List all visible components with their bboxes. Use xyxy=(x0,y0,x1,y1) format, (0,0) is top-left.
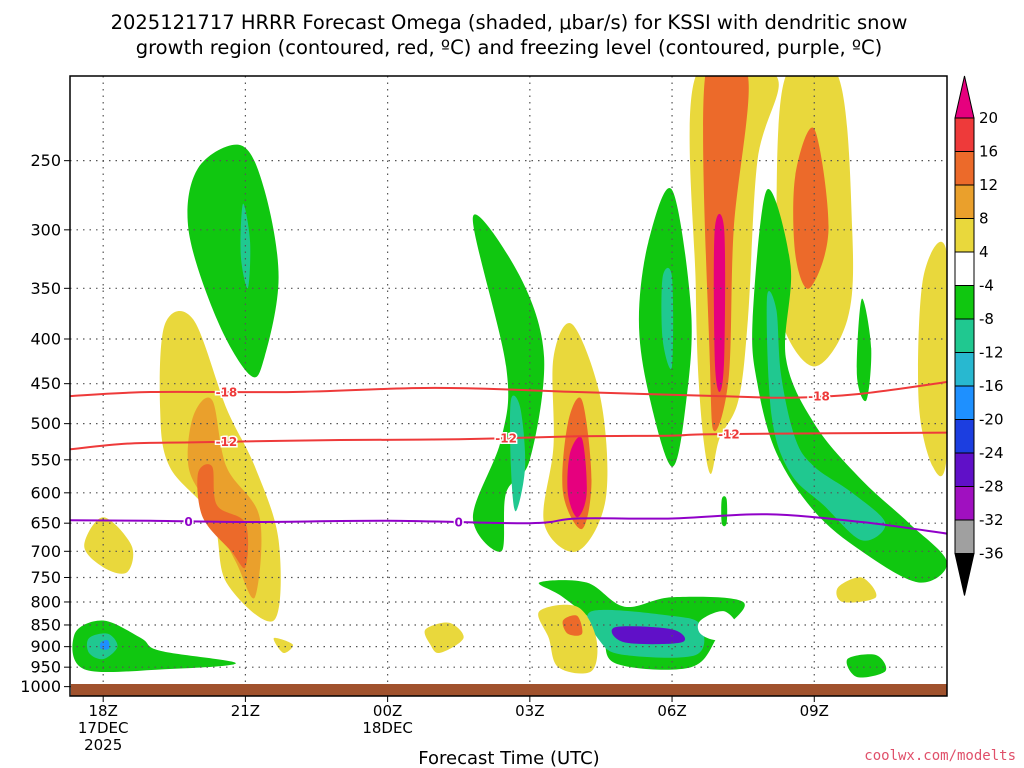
colorbar-label--8: -8 xyxy=(979,310,994,328)
omega-region-blue-low-18z xyxy=(99,639,110,650)
colorbar-segment-4 xyxy=(954,218,975,253)
omega-region-green-03z xyxy=(472,214,545,552)
colorbar-label--20: -20 xyxy=(979,411,1004,429)
colorbar-segment-5 xyxy=(954,251,975,286)
colorbar-segment-10 xyxy=(954,419,975,454)
source-credit[interactable]: coolwx.com/modelts xyxy=(864,748,1016,764)
isotherm-label--18-0: -18 xyxy=(216,386,238,400)
omega-region-yellow-01z-low xyxy=(424,622,464,654)
colorbar-label-8: 8 xyxy=(979,210,989,228)
x-axis-label: Forecast Time (UTC) xyxy=(418,748,599,768)
ground-surface-bar xyxy=(71,684,947,696)
omega-region-green-low-18z xyxy=(72,620,236,673)
colorbar-label--16: -16 xyxy=(979,377,1004,395)
x-tick-label-06Z: 06Z xyxy=(657,702,686,720)
y-tick-label-850: 850 xyxy=(30,615,61,634)
isotherm-label--12-2: -12 xyxy=(718,428,740,442)
omega-region-yellow-18z xyxy=(84,517,134,574)
colorbar-label--4: -4 xyxy=(979,277,994,295)
omega-region-yellow-10z-low xyxy=(836,577,877,603)
colorbar-top-arrow xyxy=(954,75,975,119)
y-tick-label-800: 800 xyxy=(30,592,61,611)
omega-region-green-07z-small xyxy=(721,496,728,527)
y-tick-label-1000: 1000 xyxy=(20,677,61,696)
x-tick-label-18DEC: 18DEC xyxy=(362,719,413,737)
isotherm-label-0-1: 0 xyxy=(455,516,463,530)
x-tick-label-03Z: 03Z xyxy=(515,702,544,720)
omega-region-green-upper-21z xyxy=(187,144,279,378)
omega-region-magenta-07z xyxy=(713,213,726,392)
colorbar-segment-8 xyxy=(954,352,975,387)
y-tick-label-450: 450 xyxy=(30,374,61,393)
omega-region-teal-08z xyxy=(766,290,886,541)
colorbar-label-16: 16 xyxy=(979,143,998,161)
colorbar-label-4: 4 xyxy=(979,243,989,261)
omega-region-teal-03z xyxy=(509,395,526,512)
isotherm-label--18-1: -18 xyxy=(808,390,830,404)
colorbar-label-12: 12 xyxy=(979,176,998,194)
y-tick-label-950: 950 xyxy=(30,658,61,677)
omega-region-green-10z xyxy=(856,298,872,402)
colorbar-label--24: -24 xyxy=(979,444,1004,462)
isotherm-label--12-0: -12 xyxy=(216,435,238,449)
x-tick-label-2025: 2025 xyxy=(84,736,122,754)
colorbar-segment-2 xyxy=(954,151,975,186)
omega-region-yellow-04z-low xyxy=(538,604,598,674)
omega-region-orange-04z-low xyxy=(562,615,583,636)
colorbar-label-20: 20 xyxy=(979,109,998,127)
omega-region-orange-20z xyxy=(197,464,249,569)
isotherm-label-0-0: 0 xyxy=(184,515,192,529)
isotherm-line--18 xyxy=(70,381,947,399)
omega-region-teal-05z xyxy=(661,267,674,369)
colorbar-label--28: -28 xyxy=(979,478,1004,496)
y-tick-label-300: 300 xyxy=(30,220,61,239)
omega-region-orange-09z xyxy=(793,127,829,289)
omega-region-green-10z-low xyxy=(846,654,887,678)
chart-title-line1: 2025121717 HRRR Forecast Omega (shaded, … xyxy=(111,11,908,34)
y-tick-label-600: 600 xyxy=(30,483,61,502)
colorbar-segment-9 xyxy=(954,385,975,420)
colorbar-bottom-arrow xyxy=(954,553,975,596)
isotherm-label--12-1: -12 xyxy=(495,432,517,446)
omega-region-magenta-04z xyxy=(567,436,587,518)
y-tick-label-250: 250 xyxy=(30,151,61,170)
omega-region-purple-05z-low xyxy=(611,626,686,645)
colorbar-segment-7 xyxy=(954,318,975,353)
x-tick-label-21Z: 21Z xyxy=(231,702,260,720)
x-tick-label-00Z: 00Z xyxy=(373,702,402,720)
x-tick-label-17DEC: 17DEC xyxy=(78,719,129,737)
plot-frame xyxy=(69,75,948,697)
colorbar-segment-12 xyxy=(954,486,975,521)
y-tick-label-400: 400 xyxy=(30,329,61,348)
y-tick-label-900: 900 xyxy=(30,637,61,656)
chart-title-line2: growth region (contoured, red, ºC) and f… xyxy=(136,36,883,59)
y-tick-label-700: 700 xyxy=(30,542,61,561)
colorbar-label--32: -32 xyxy=(979,511,1004,529)
y-tick-label-750: 750 xyxy=(30,568,61,587)
x-tick-label-09Z: 09Z xyxy=(800,702,829,720)
colorbar-label--36: -36 xyxy=(979,545,1004,563)
y-tick-label-500: 500 xyxy=(30,414,61,433)
colorbar-segment-1 xyxy=(954,117,975,152)
isotherm-line--12 xyxy=(70,431,947,451)
colorbar-segment-6 xyxy=(954,285,975,320)
isotherm-line-0 xyxy=(70,513,947,535)
omega-region-yellow-21z-low xyxy=(273,637,294,654)
y-tick-label-350: 350 xyxy=(30,279,61,298)
colorbar-label--12: -12 xyxy=(979,344,1004,362)
omega-region-white-08z-low xyxy=(697,611,739,641)
y-tick-label-650: 650 xyxy=(30,514,61,533)
colorbar-segment-11 xyxy=(954,452,975,487)
colorbar-segment-13 xyxy=(954,519,975,554)
omega-region-yellow-11z xyxy=(917,241,947,477)
y-tick-label-550: 550 xyxy=(30,450,61,469)
colorbar-segment-3 xyxy=(954,184,975,219)
x-tick-label-18Z: 18Z xyxy=(88,702,117,720)
